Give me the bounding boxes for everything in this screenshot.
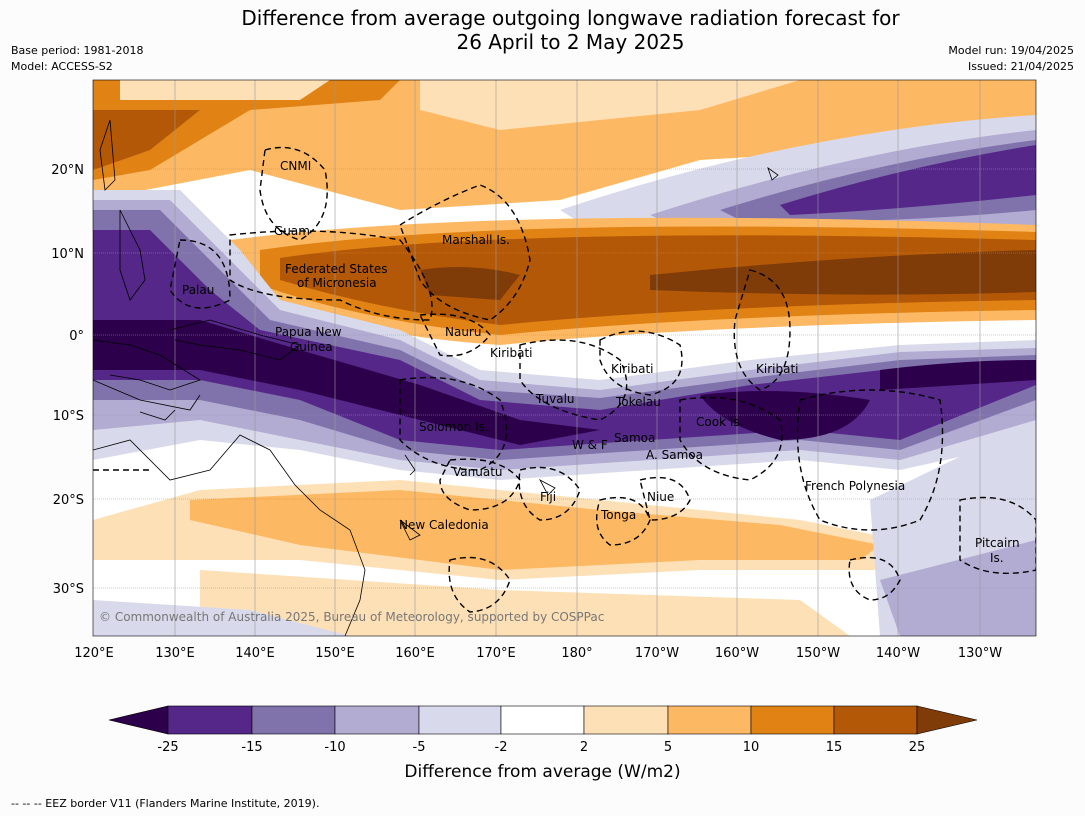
colorbar-tick: 25 [909, 740, 926, 755]
label-fiji: Fiji [540, 490, 556, 504]
map-frame [92, 79, 1037, 637]
colorbar-bin [251, 705, 336, 735]
label-kiribati-central: Kiribati [611, 362, 653, 376]
label-pitcairn-line2: Is. [990, 551, 1004, 565]
colorbar-tick: 5 [664, 740, 672, 755]
lon-tick: 130°E [155, 646, 195, 661]
title-line-2: 26 April to 2 May 2025 [456, 30, 685, 54]
colorbar-extend-low [108, 705, 169, 735]
anomaly-field [93, 80, 1036, 636]
lon-tick: 160°W [715, 646, 759, 661]
label-vanuatu: Vanuatu [453, 465, 503, 479]
lon-tick: 170°W [635, 646, 679, 661]
colorbar-tick: 10 [743, 740, 760, 755]
model-name: Model: ACCESS-S2 [11, 60, 113, 73]
label-fsm-line1: Federated States [285, 262, 387, 276]
lat-tick: 30°S [53, 582, 84, 597]
label-tonga: Tonga [600, 508, 636, 522]
label-tokelau: Tokelau [615, 395, 661, 409]
colorbar-bin [833, 705, 918, 735]
lon-tick: 150°E [315, 646, 355, 661]
model-run: Model run: 19/04/2025 [948, 44, 1074, 57]
label-niue: Niue [647, 490, 674, 504]
lon-tick: 140°W [876, 646, 920, 661]
label-pitcairn-line1: Pitcairn [975, 536, 1020, 550]
colorbar: -25 -15 -10 -5 -2 2 5 10 15 25 [108, 705, 978, 755]
label-guam: Guam [274, 224, 310, 238]
colorbar-tick: -2 [495, 740, 508, 755]
title-line-1: Difference from average outgoing longwav… [241, 6, 900, 30]
meta-left: Base period: 1981-2018 Model: ACCESS-S2 [11, 43, 143, 75]
label-png-line1: Papua New [275, 325, 342, 339]
lat-tick: 10°N [51, 247, 84, 262]
copyright-notice: © Commonwealth of Australia 2025, Bureau… [99, 610, 604, 624]
colorbar-extend-high [916, 705, 978, 735]
label-american-samoa: A. Samoa [646, 448, 703, 462]
label-cnmi: CNMI [280, 159, 311, 173]
colorbar-tick: -25 [157, 740, 178, 755]
lon-tick: 170°E [476, 646, 516, 661]
colorbar-bin [418, 705, 502, 735]
label-samoa: Samoa [614, 431, 655, 445]
label-nauru: Nauru [445, 325, 481, 339]
eez-footnote: -- -- -- EEZ border V11 (Flanders Marine… [11, 797, 320, 810]
eez-borders [93, 146, 1036, 613]
label-kiribati-east: Kiribati [756, 362, 798, 376]
label-solomon-islands: Solomon Is. [419, 420, 489, 434]
label-marshall-islands: Marshall Is. [442, 233, 510, 247]
lon-tick: 180° [561, 646, 592, 661]
label-cook-islands: Cook Is. [696, 415, 743, 429]
lat-tick: 0° [69, 329, 84, 344]
lon-axis: 120°E 130°E 140°E 150°E 160°E 170°E 180°… [74, 646, 1002, 661]
colorbar-tick: -5 [413, 740, 426, 755]
label-kiribati-west: Kiribati [490, 346, 532, 360]
colorbar-tick: 2 [580, 740, 588, 755]
lat-axis: 20°N 10°N 0° 10°S 20°S 30°S [51, 163, 84, 597]
colorbar-bin [667, 705, 752, 735]
coastlines [93, 119, 779, 636]
label-new-caledonia: New Caledonia [399, 518, 489, 532]
lat-tick: 20°S [53, 493, 84, 508]
anomaly-map: CNMI Guam Marshall Is. Federated States … [51, 79, 1037, 755]
colorbar-bin [583, 705, 669, 735]
lon-tick: 160°E [395, 646, 435, 661]
lon-tick: 140°E [235, 646, 275, 661]
colorbar-bin [167, 705, 253, 735]
label-wallis-futuna: W & F [572, 438, 608, 452]
colorbar-bin [750, 705, 835, 735]
label-tuvalu: Tuvalu [535, 392, 575, 406]
colorbar-tick: -15 [241, 740, 262, 755]
issued-date: Issued: 21/04/2025 [967, 60, 1074, 73]
colorbar-tick: 15 [826, 740, 843, 755]
lon-tick: 150°W [796, 646, 840, 661]
map-title: Difference from average outgoing longwav… [0, 6, 1085, 54]
colorbar-bin [500, 705, 585, 735]
lat-tick: 10°S [53, 409, 84, 424]
lon-tick: 120°E [74, 646, 114, 661]
lat-tick: 20°N [51, 163, 84, 178]
meta-right: Model run: 19/04/2025 Issued: 21/04/2025 [948, 43, 1074, 75]
colorbar-tick: -10 [324, 740, 345, 755]
base-period: Base period: 1981-2018 [11, 44, 144, 57]
label-fsm-line2: of Micronesia [297, 276, 377, 290]
lon-tick: 130°W [958, 646, 1002, 661]
colorbar-bin [334, 705, 420, 735]
label-palau: Palau [182, 283, 214, 297]
label-png-line2: Guinea [290, 340, 333, 354]
colorbar-title: Difference from average (W/m2) [404, 762, 681, 782]
label-french-polynesia: French Polynesia [805, 479, 905, 493]
